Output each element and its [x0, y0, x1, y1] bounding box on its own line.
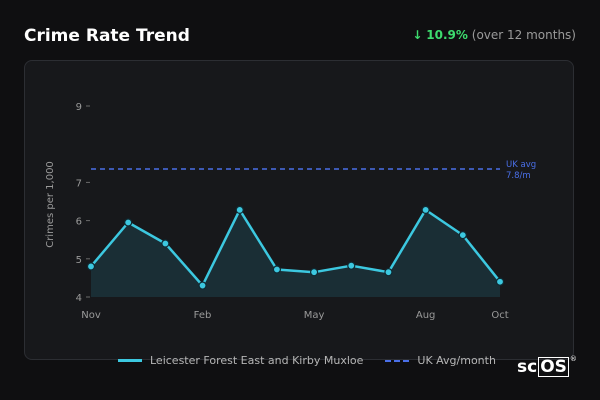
data-point[interactable]: [384, 268, 393, 277]
data-point[interactable]: [309, 268, 319, 277]
legend-item-uk-avg[interactable]: UK Avg/month: [363, 354, 496, 367]
y-tick-label: 5: [76, 255, 82, 266]
y-tick-label: 7: [76, 178, 82, 189]
data-point[interactable]: [198, 281, 207, 290]
data-point[interactable]: [161, 239, 170, 248]
x-tick-label: May: [304, 310, 325, 321]
y-axis-label: Crimes per 1,000: [45, 161, 56, 248]
data-point[interactable]: [272, 265, 282, 274]
change-percent: 10.9%: [426, 28, 468, 42]
data-point[interactable]: [235, 205, 244, 215]
data-point[interactable]: [347, 261, 356, 270]
legend-series-label: Leicester Forest East and Kirby Muxloe: [150, 354, 364, 367]
data-point[interactable]: [421, 205, 430, 215]
x-tick-label: Oct: [491, 310, 508, 321]
page-title: Crime Rate Trend: [24, 26, 190, 46]
chart-card: [24, 60, 574, 360]
chart-legend: Leicester Forest East and Kirby Muxloe U…: [118, 354, 496, 367]
y-tick-label: 9: [76, 102, 82, 113]
trend-change-indicator: ↓ 10.9% (over 12 months): [412, 28, 576, 42]
x-tick-label: Feb: [194, 310, 212, 321]
y-tick-label: 4: [76, 293, 82, 304]
uk-average-annotation: 7.8/m: [506, 171, 531, 181]
brand-logo: sc OS ®: [517, 355, 577, 377]
legend-avg-label: UK Avg/month: [417, 354, 496, 367]
x-tick-label: Aug: [416, 310, 436, 321]
series-line-swatch: [118, 359, 142, 362]
series-area-fill: [91, 209, 500, 297]
data-point[interactable]: [124, 218, 133, 227]
data-point[interactable]: [495, 277, 505, 286]
data-point[interactable]: [458, 231, 467, 240]
change-period-note: (over 12 months): [471, 28, 576, 42]
legend-item-series[interactable]: Leicester Forest East and Kirby Muxloe: [118, 354, 363, 367]
down-arrow-icon: ↓: [412, 28, 423, 42]
series-line: [90, 208, 501, 287]
x-tick-label: Nov: [81, 310, 101, 321]
avg-line-swatch: [385, 359, 410, 362]
y-tick-label: 6: [76, 217, 82, 228]
data-point[interactable]: [86, 262, 96, 271]
uk-average-annotation: UK avg: [506, 160, 536, 170]
